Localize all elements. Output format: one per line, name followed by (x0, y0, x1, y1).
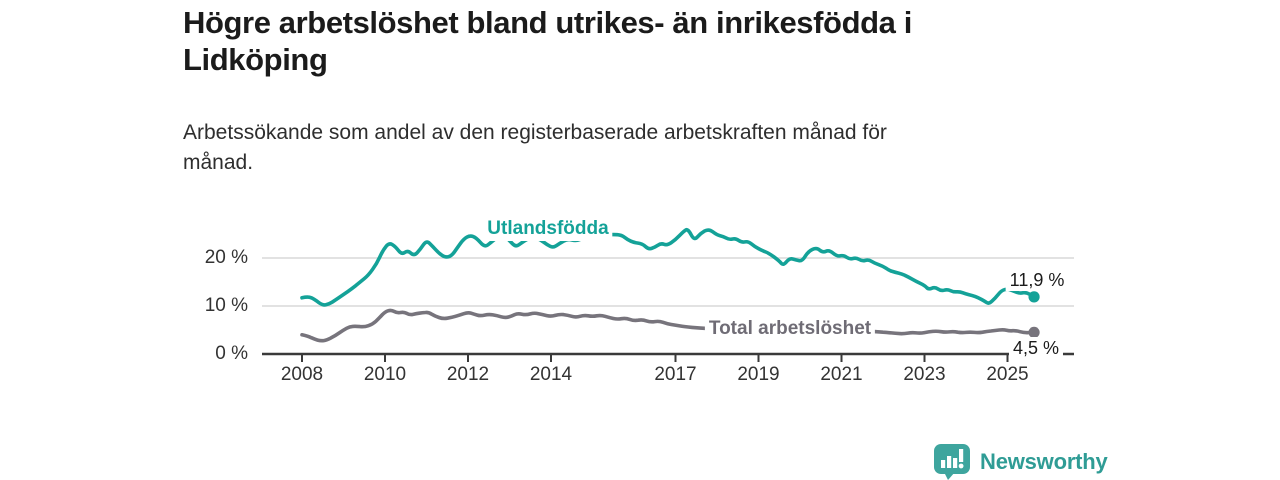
x-tick-label-2019: 2019 (737, 364, 780, 385)
series-label-total-arbetsloshet: Total arbetslöshet (704, 317, 876, 341)
x-tick-label-2010: 2010 (363, 364, 407, 385)
y-tick-label-0: 0 % (215, 343, 248, 364)
exclamation-bar (959, 449, 964, 462)
exclamation-dot (958, 463, 964, 469)
x-tick-label-2012: 2012 (446, 364, 490, 385)
newsworthy-logo-icon (934, 444, 970, 480)
x-tick-label-2008: 2008 (280, 364, 324, 385)
end-dot-total-arbetsl-shet (1028, 326, 1040, 338)
chart-subtitle: Arbetssökande som andel av den registerb… (183, 118, 1083, 178)
end-value-label-utlandsfodda: 11,9 % (1005, 269, 1069, 291)
x-tick-label-2014: 2014 (529, 364, 573, 385)
bar-2 (947, 456, 952, 468)
newsworthy-logo-text: Newsworthy (980, 448, 1108, 474)
bar-1 (941, 460, 946, 468)
end-value-label-total: 4,5 % (1008, 337, 1064, 359)
x-tick-label-2021: 2021 (820, 364, 863, 385)
x-tick-label-2025: 2025 (986, 364, 1029, 385)
newsworthy-logo[interactable]: Newsworthy (933, 443, 1108, 480)
chart-title: Högre arbetslöshet bland utrikes- än inr… (183, 4, 1083, 78)
bar-3 (953, 458, 958, 468)
series-line-utlandsf-dda (300, 227, 1036, 307)
y-tick-label-10: 10 % (204, 295, 248, 316)
chart-subtitle-line1: Arbetssökande som andel av den registerb… (183, 121, 887, 144)
x-tick-label-2023: 2023 (903, 364, 946, 385)
series-label-utlandsfodda: Utlandsfödda (483, 217, 613, 241)
chart-title-line1: Högre arbetslöshet bland utrikes- än inr… (183, 5, 912, 40)
end-dot-utlandsf-dda (1028, 291, 1040, 303)
series-line-total-arbetsl-shet (300, 308, 1036, 343)
x-tick-label-2017: 2017 (654, 364, 697, 385)
y-tick-label-20: 20 % (204, 247, 248, 268)
chart-subtitle-line2: månad. (183, 151, 254, 174)
chart-title-line2: Lidköping (183, 42, 328, 77)
